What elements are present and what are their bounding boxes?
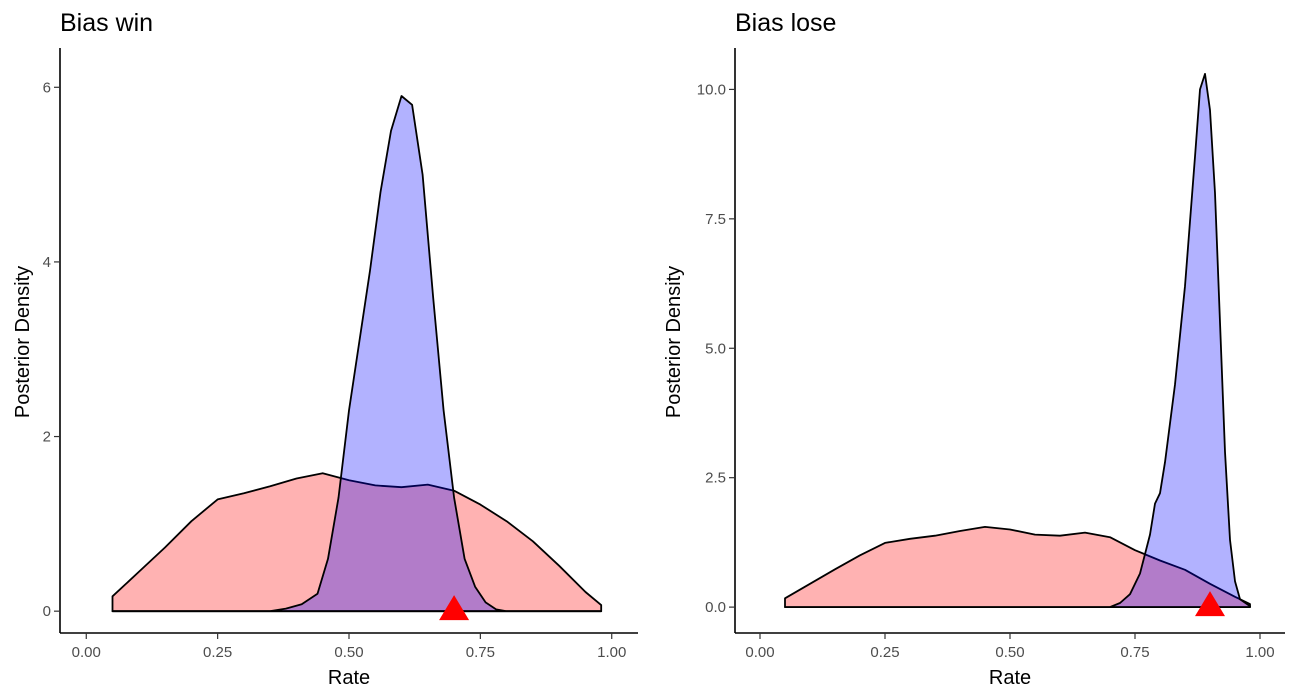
- true-value-marker: [439, 595, 470, 621]
- y-tick-label: 0.0: [705, 599, 726, 616]
- x-tick-label: 0.25: [870, 644, 899, 661]
- y-tick-label: 7.5: [705, 211, 726, 228]
- x-tick-label: 1.00: [1245, 644, 1274, 661]
- y-tick-label: 5.0: [705, 340, 726, 357]
- axes-layer: 0.00 0.25 0.50 0.75 1.00 0.0 2.5 5.0 7.5 10.0: [697, 48, 1285, 661]
- x-tick-label: 1.00: [597, 644, 626, 661]
- x-tick-label: 0.00: [745, 644, 774, 661]
- x-tick-label: 0.50: [334, 644, 363, 661]
- y-tick-label: 4: [43, 254, 51, 271]
- x-axis-title: Rate: [989, 667, 1031, 689]
- x-tick-label: 0.75: [466, 644, 495, 661]
- chart-title: Bias win: [60, 9, 153, 37]
- y-tick-label: 2: [43, 429, 51, 446]
- density-layer: [784, 73, 1251, 617]
- posterior-density-area: [111, 95, 603, 613]
- x-tick-label: 0.25: [203, 644, 232, 661]
- axes-layer: 0.00 0.25 0.50 0.75 1.00 0 2 4 6: [43, 48, 638, 661]
- y-tick-label: 6: [43, 79, 51, 96]
- chart-panel-bias-win: Bias win Rate Posterior Density 0.00 0.25…: [12, 9, 638, 689]
- x-axis-title: Rate: [328, 667, 370, 689]
- posterior-density-area: [784, 73, 1251, 608]
- x-tick-label: 0.50: [995, 644, 1024, 661]
- chart-title: Bias lose: [735, 9, 836, 37]
- density-layer: [111, 95, 603, 621]
- y-axis-title: Posterior Density: [12, 266, 34, 418]
- chart-panel-bias-lose: Bias lose Rate Posterior Density 0.00 0.2…: [663, 9, 1285, 689]
- y-tick-label: 10.0: [697, 81, 726, 98]
- y-tick-label: 2.5: [705, 470, 726, 487]
- prior-density-area: [111, 472, 603, 613]
- y-tick-label: 0: [43, 603, 51, 620]
- y-axis-title: Posterior Density: [663, 266, 685, 418]
- true-value-marker: [1195, 591, 1225, 617]
- x-tick-label: 0.75: [1120, 644, 1149, 661]
- x-tick-label: 0.00: [72, 644, 101, 661]
